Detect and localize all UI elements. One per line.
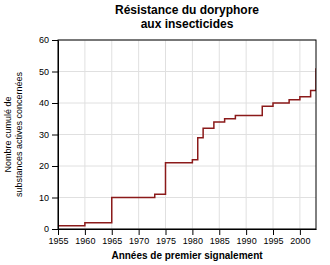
tick-mark [112, 229, 113, 235]
grid-line [58, 71, 316, 72]
tick-label: 1955 [48, 236, 68, 246]
y-axis-title: Nombre cumulé desubstances actives conce… [3, 71, 24, 197]
tick-label: 20 [39, 161, 49, 171]
tick: 1980 [183, 229, 203, 246]
tick-mark [52, 166, 58, 167]
tick: 1975 [156, 229, 176, 246]
tick-mark [52, 198, 58, 199]
tick: 1995 [263, 229, 283, 246]
tick-label: 1970 [129, 236, 149, 246]
tick-label: 1975 [156, 236, 176, 246]
plot-frame [58, 40, 316, 229]
tick: 0 [44, 224, 58, 234]
chart: 1955196019651970197519801985199019952000… [0, 0, 330, 265]
tick-mark [52, 72, 58, 73]
title: Résistance du doryphoreaux insecticides [115, 3, 259, 31]
tick-label: 1980 [183, 236, 203, 246]
grid-line [58, 197, 316, 198]
tick-label: 10 [39, 193, 49, 203]
tick-label: 0 [44, 224, 49, 234]
y-axis-title-line: substances actives concernées [14, 71, 24, 197]
chart-container: 1955196019651970197519801985199019952000… [0, 0, 330, 265]
tick-label: 30 [39, 130, 49, 140]
tick-mark [58, 229, 59, 235]
grid [58, 40, 316, 229]
tick-mark [139, 229, 140, 235]
x-axis: 1955 1960 1965 1970 1975 1980 1985 1990 1995 2000 [48, 229, 316, 246]
tick-mark [85, 229, 86, 235]
tick-mark [52, 103, 58, 104]
tick-label: 1960 [75, 236, 95, 246]
tick: 1960 [75, 229, 95, 246]
tick-mark [52, 135, 58, 136]
tick: 1970 [129, 229, 149, 246]
tick: 40 [39, 98, 58, 108]
tick: 30 [39, 130, 58, 140]
title-line: aux insecticides [141, 17, 234, 31]
tick-label: 1965 [102, 236, 122, 246]
tick-mark [192, 229, 193, 235]
tick-mark [300, 229, 301, 235]
tick-label: 60 [39, 35, 49, 45]
step-line [58, 68, 316, 226]
x-axis-title: Années de premier signalement [111, 250, 263, 261]
tick: 2000 [290, 229, 310, 246]
plot-area [58, 68, 316, 226]
tick-mark [246, 229, 247, 235]
tick-mark [52, 229, 58, 230]
tick-mark [52, 40, 58, 41]
tick-mark [273, 229, 274, 235]
tick: 1955 [48, 229, 68, 246]
title-line: Résistance du doryphore [115, 3, 259, 17]
tick: 60 [39, 35, 58, 45]
y-axis: 0 10 20 30 40 50 60 [39, 35, 59, 234]
tick-mark [219, 229, 220, 235]
tick: 20 [39, 161, 58, 171]
tick-label: 1995 [263, 236, 283, 246]
y-axis-title-line: Nombre cumulé de [3, 96, 13, 172]
tick-label: 1985 [210, 236, 230, 246]
tick: 1990 [237, 229, 257, 246]
grid-line [58, 166, 316, 167]
tick-label: 40 [39, 98, 49, 108]
tick: 10 [39, 193, 58, 203]
tick-label: 1990 [237, 236, 257, 246]
tick: 1985 [210, 229, 230, 246]
grid-line [58, 134, 316, 135]
tick: 50 [39, 67, 58, 77]
tick: 1965 [102, 229, 122, 246]
tick-label: 2000 [290, 236, 310, 246]
tick-label: 50 [39, 67, 49, 77]
tick-mark [166, 229, 167, 235]
